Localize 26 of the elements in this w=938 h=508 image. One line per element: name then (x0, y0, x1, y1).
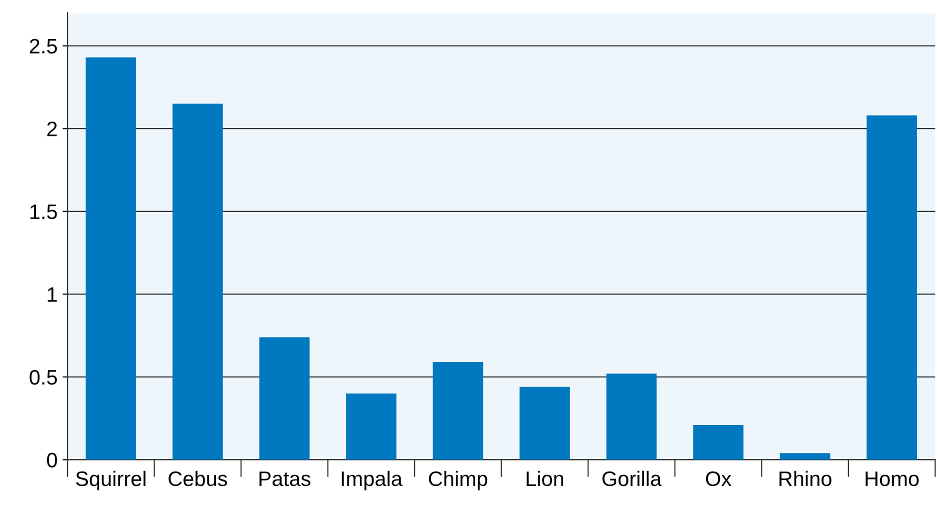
bar (346, 394, 396, 460)
y-tick-label: 1 (48, 287, 57, 302)
bar (606, 374, 657, 460)
bar (432, 362, 484, 460)
bar (259, 337, 310, 460)
bar (520, 386, 570, 460)
x-tick-label: Gorilla (602, 470, 662, 486)
y-tick-label: 0 (47, 452, 57, 468)
bar (866, 115, 917, 460)
x-tick-label: Patas (260, 472, 310, 486)
x-tick-label: Homo (866, 472, 919, 486)
y-tick-label: 1.5 (30, 204, 57, 220)
x-tick-label: Rhino (780, 470, 832, 486)
x-tick-label: Ox (706, 471, 732, 486)
x-tick-label: Cebus (168, 470, 228, 486)
x-tick-label: Squirrel (76, 470, 146, 490)
y-tick-label: 2 (47, 122, 57, 136)
bar (86, 57, 136, 460)
y-tick-label: 0.5 (30, 370, 57, 385)
bar (693, 424, 744, 460)
bar (172, 104, 223, 460)
x-tick-label: Chimp (428, 470, 488, 490)
x-tick-label: Lion (526, 470, 564, 486)
bar (780, 453, 830, 460)
x-tick-label: Impala (342, 470, 402, 490)
y-tick-label: 2.5 (30, 38, 57, 54)
